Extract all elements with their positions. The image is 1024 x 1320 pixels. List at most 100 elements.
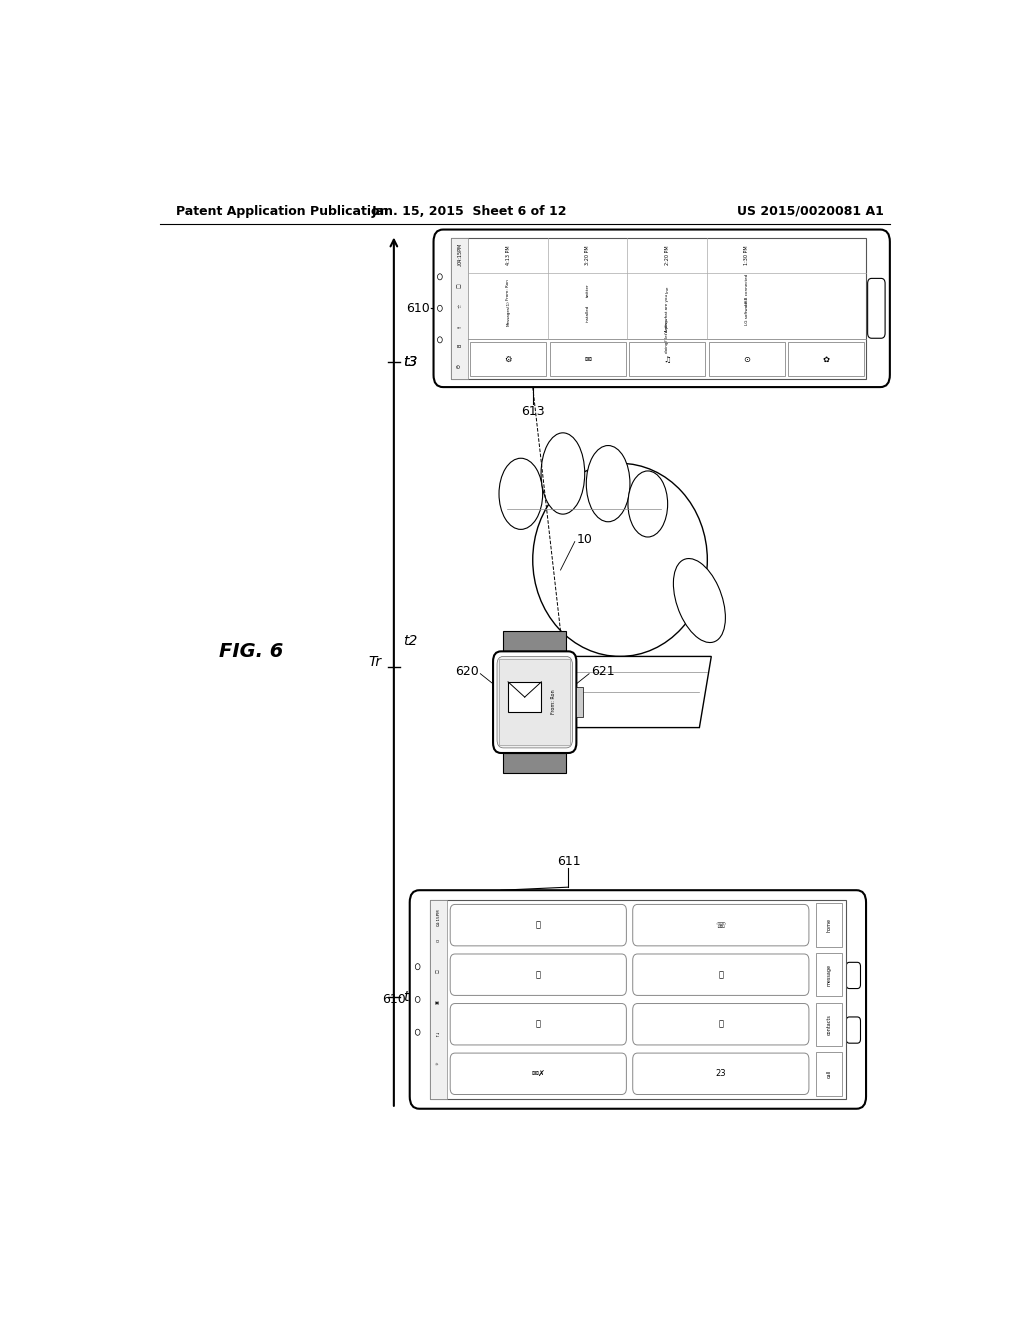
Bar: [577, 686, 583, 718]
Circle shape: [437, 305, 442, 312]
Bar: [508, 682, 542, 713]
Text: 🖼: 🖼: [536, 970, 541, 979]
Text: ▣: ▣: [436, 1001, 440, 1003]
FancyBboxPatch shape: [633, 904, 809, 946]
Bar: [816, 953, 842, 997]
Text: B: B: [458, 343, 462, 347]
FancyBboxPatch shape: [846, 962, 860, 989]
Text: 10: 10: [577, 533, 592, 546]
Circle shape: [437, 273, 442, 280]
Text: ✉: ✉: [585, 355, 591, 364]
Text: ✿: ✿: [823, 355, 829, 364]
Bar: [629, 342, 706, 376]
Bar: [430, 900, 846, 1098]
Bar: [470, 342, 547, 376]
Text: ⊙: ⊙: [743, 355, 751, 364]
FancyBboxPatch shape: [410, 890, 866, 1109]
Circle shape: [437, 337, 442, 343]
Text: Tr: Tr: [369, 655, 382, 668]
Bar: [816, 1052, 842, 1096]
FancyBboxPatch shape: [846, 1016, 860, 1043]
Text: 2:20 PM: 2:20 PM: [665, 246, 670, 265]
Text: ↑↓: ↑↓: [436, 1031, 440, 1038]
Text: ☆: ☆: [458, 304, 462, 308]
Text: ☼: ☼: [436, 1061, 440, 1065]
Text: 📝: 📝: [718, 970, 723, 979]
Text: message: message: [826, 964, 831, 986]
Text: 3:20 PM: 3:20 PM: [586, 246, 590, 265]
Text: installed: installed: [586, 305, 590, 322]
FancyBboxPatch shape: [633, 954, 809, 995]
Text: Jan. 15, 2015  Sheet 6 of 12: Jan. 15, 2015 Sheet 6 of 12: [372, 205, 567, 218]
Text: ♫: ♫: [664, 355, 671, 364]
Circle shape: [416, 964, 420, 970]
FancyBboxPatch shape: [451, 904, 627, 946]
Text: 04:15PM: 04:15PM: [436, 908, 440, 927]
Text: Messages(1): Messages(1): [506, 300, 510, 326]
FancyBboxPatch shape: [451, 1003, 627, 1045]
Text: ♪: ♪: [458, 263, 462, 267]
Text: 23: 23: [716, 1069, 726, 1078]
Text: line: line: [666, 286, 670, 293]
Text: doing? let's play: doing? let's play: [666, 319, 670, 352]
Text: 620: 620: [455, 665, 479, 678]
Text: Θ: Θ: [458, 364, 462, 367]
Bar: [816, 1002, 842, 1045]
Text: ☏: ☏: [716, 920, 726, 929]
FancyBboxPatch shape: [433, 230, 890, 387]
Text: 🐦: 🐦: [718, 1020, 723, 1028]
Text: 🔔: 🔔: [536, 1020, 541, 1028]
Text: 621: 621: [591, 665, 614, 678]
Text: t1: t1: [403, 990, 418, 1005]
Text: 04:15PM: 04:15PM: [458, 243, 462, 264]
FancyBboxPatch shape: [451, 1053, 627, 1094]
Text: From: Ron: From: Ron: [506, 280, 510, 300]
Bar: [550, 342, 626, 376]
Text: ⚙: ⚙: [505, 355, 512, 364]
Text: contacts: contacts: [826, 1014, 831, 1035]
Bar: [709, 342, 785, 376]
Text: t3: t3: [403, 355, 418, 368]
Text: US 2015/0020081 A1: US 2015/0020081 A1: [737, 205, 884, 218]
Bar: [504, 752, 566, 774]
Text: Patent Application Publication: Patent Application Publication: [176, 205, 388, 218]
Circle shape: [416, 997, 420, 1002]
Bar: [504, 631, 566, 651]
Text: t2: t2: [403, 634, 418, 648]
FancyBboxPatch shape: [497, 656, 572, 748]
Ellipse shape: [674, 558, 725, 643]
Text: Arim:what are you: Arim:what are you: [666, 294, 670, 333]
Bar: [451, 238, 866, 379]
Text: 611: 611: [557, 855, 581, 867]
Text: call: call: [826, 1069, 831, 1078]
Text: ↑: ↑: [458, 323, 462, 327]
Ellipse shape: [541, 433, 585, 515]
Text: 610: 610: [382, 993, 406, 1006]
FancyBboxPatch shape: [633, 1053, 809, 1094]
Text: O: O: [436, 939, 440, 942]
Text: 📷: 📷: [536, 920, 541, 929]
Text: 610: 610: [406, 302, 430, 314]
FancyBboxPatch shape: [451, 954, 627, 995]
Text: 4:13 PM: 4:13 PM: [506, 246, 511, 265]
Bar: [430, 900, 447, 1098]
Text: LG software: LG software: [744, 301, 749, 325]
Text: t3: t3: [403, 355, 418, 368]
Text: 1:30 PM: 1:30 PM: [744, 246, 750, 265]
Bar: [451, 238, 468, 379]
Text: FIG. 6: FIG. 6: [219, 642, 284, 661]
Bar: [500, 660, 570, 744]
Text: □: □: [458, 282, 462, 288]
Ellipse shape: [628, 471, 668, 537]
Ellipse shape: [499, 458, 543, 529]
Text: 613: 613: [521, 405, 545, 418]
Circle shape: [416, 1030, 420, 1035]
Ellipse shape: [587, 446, 630, 521]
Ellipse shape: [532, 463, 708, 656]
Polygon shape: [505, 656, 712, 727]
FancyBboxPatch shape: [867, 279, 885, 338]
Text: twitter: twitter: [586, 282, 590, 297]
Bar: [788, 342, 864, 376]
Text: From: Ron: From: Ron: [551, 690, 556, 714]
FancyBboxPatch shape: [494, 651, 577, 752]
